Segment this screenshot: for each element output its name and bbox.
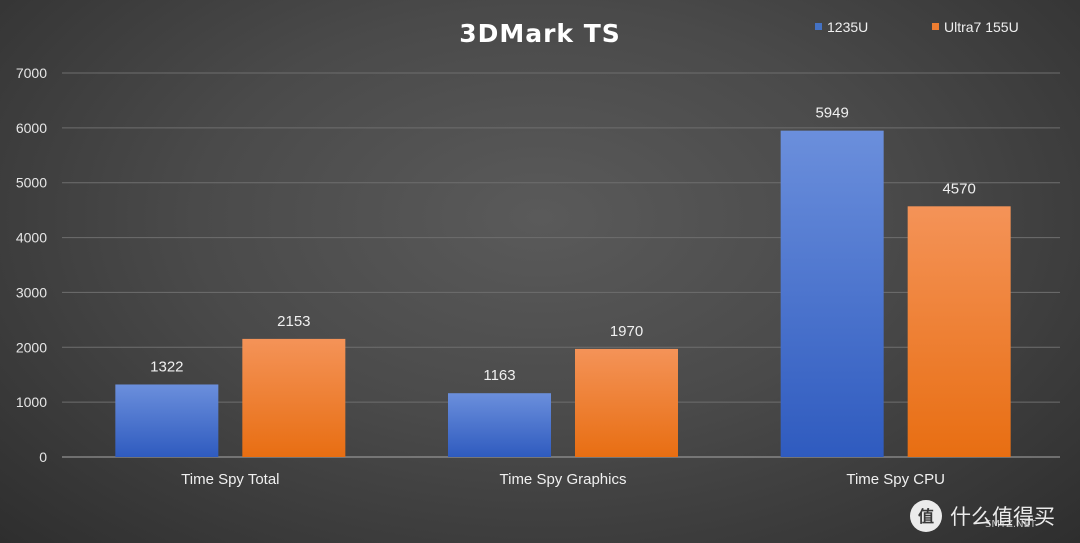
category-label: Time Spy Total	[181, 471, 279, 488]
y-axis-ticks: 0 1000 2000 3000 4000 5000 6000 7000	[16, 65, 47, 465]
legend-swatch-ultra7-155u	[932, 23, 939, 30]
bar-series-1	[448, 393, 551, 457]
y-tick-label: 2000	[16, 339, 47, 355]
bar-series-2	[907, 206, 1011, 457]
legend-swatch-1235u	[815, 23, 822, 30]
smzdm-logo-glyph: 值	[918, 507, 934, 526]
bar-series-1	[115, 384, 219, 457]
y-tick-label: 4000	[16, 230, 47, 246]
data-label: 5949	[815, 105, 848, 122]
watermark-text: 什么值得买	[950, 505, 1055, 529]
y-tick-label: 0	[39, 449, 47, 465]
y-tick-label: 1000	[16, 394, 47, 410]
data-label: 4570	[942, 180, 975, 197]
y-tick-label: 5000	[16, 175, 47, 191]
gridlines	[62, 72, 1060, 458]
y-tick-label: 6000	[16, 120, 47, 136]
data-label: 1970	[610, 323, 643, 340]
watermark: 值 什么值得买 SMYZ.NET	[910, 500, 1055, 532]
bar-series-2	[242, 338, 346, 457]
data-label: 2153	[277, 313, 310, 330]
bars	[115, 130, 1011, 458]
bar-series-1	[780, 130, 884, 458]
legend-label-ultra7-155u: Ultra7 155U	[944, 19, 1019, 35]
legend-label-1235u: 1235U	[827, 19, 868, 35]
watermark-subtext: SMYZ.NET	[985, 519, 1037, 530]
y-tick-label: 3000	[16, 284, 47, 300]
legend: 1235U Ultra7 155U	[815, 19, 1019, 35]
x-axis-categories: Time Spy Total Time Spy Graphics Time Spy …	[181, 471, 945, 488]
data-label: 1163	[483, 367, 515, 384]
bar-series-2	[575, 348, 678, 457]
chart-title: 3DMark TS	[459, 19, 621, 48]
smzdm-logo-icon	[910, 500, 942, 532]
data-label: 1322	[150, 358, 183, 375]
category-label: Time Spy Graphics	[500, 471, 627, 488]
y-tick-label: 7000	[16, 65, 47, 81]
data-labels: 1322 2153 1163 1970 5949 4570	[150, 105, 976, 385]
category-label: Time Spy CPU	[846, 471, 945, 488]
